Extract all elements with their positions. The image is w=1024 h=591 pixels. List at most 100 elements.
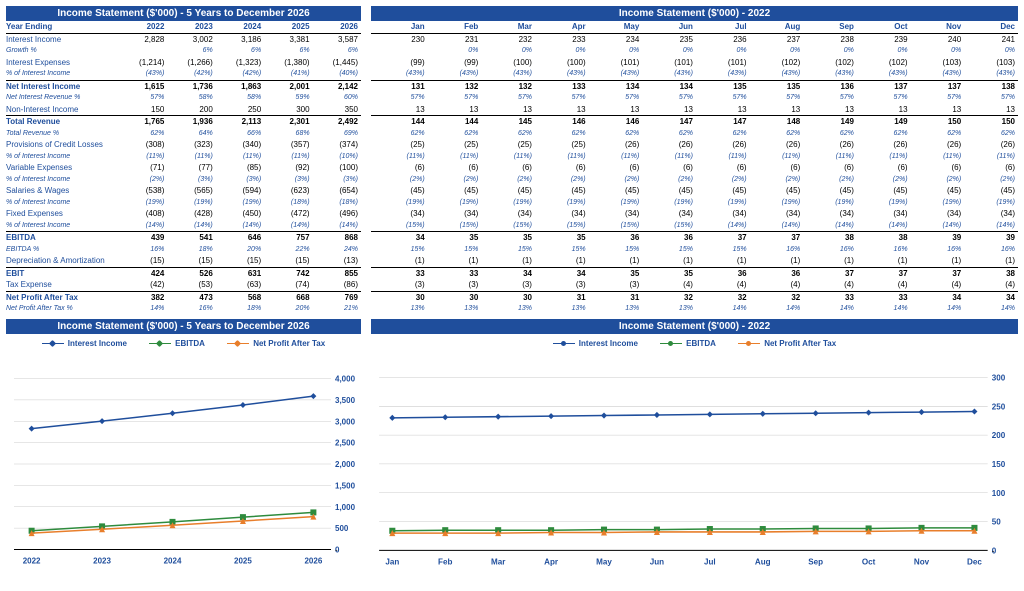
- cell: 3,587: [313, 33, 361, 45]
- cell: 57%: [535, 92, 589, 104]
- cell: 232: [481, 33, 535, 45]
- row-label: % of Interest Income: [6, 197, 119, 209]
- cell: 16%: [750, 244, 804, 256]
- cell: 24%: [313, 244, 361, 256]
- svg-text:-: -: [992, 546, 995, 555]
- cell: (25): [481, 139, 535, 151]
- cell: 36: [696, 267, 750, 279]
- row-label: Fixed Expenses: [6, 208, 119, 220]
- column-header: Feb: [428, 21, 482, 33]
- row-label: EBITDA %: [6, 244, 119, 256]
- cell: 57%: [911, 92, 965, 104]
- cell: 16%: [803, 244, 857, 256]
- row-label: Growth %: [6, 45, 119, 57]
- cell: (34): [911, 208, 965, 220]
- cell: (15): [216, 255, 264, 267]
- cell: (3%): [167, 174, 215, 186]
- cell: (11%): [216, 151, 264, 163]
- cell: 2,828: [119, 33, 167, 45]
- cell: 60%: [313, 92, 361, 104]
- cell: 137: [857, 80, 911, 92]
- row-label: Net Interest Revenue %: [6, 92, 119, 104]
- cell: (26): [911, 139, 965, 151]
- cell: (1): [535, 255, 589, 267]
- cell: 16%: [119, 244, 167, 256]
- cell: (623): [264, 185, 312, 197]
- column-header: Jan: [374, 21, 428, 33]
- cell: 68%: [264, 128, 312, 140]
- svg-text:Oct: Oct: [862, 557, 876, 566]
- cell: (19%): [696, 197, 750, 209]
- row-label: % of Interest Income: [6, 151, 119, 163]
- cell: (43%): [428, 68, 482, 80]
- cell: (2%): [964, 174, 1018, 186]
- cell: (15%): [589, 220, 643, 232]
- cell: 13: [642, 104, 696, 116]
- cell: (25): [535, 139, 589, 151]
- cell: (11%): [750, 151, 804, 163]
- annual-column: Income Statement ($'000) - 5 Years to De…: [6, 6, 361, 585]
- cell: (45): [428, 185, 482, 197]
- cell: 134: [589, 80, 643, 92]
- cell: (43%): [857, 68, 911, 80]
- cell: 6%: [216, 45, 264, 57]
- cell: (102): [803, 57, 857, 69]
- cell: 13%: [589, 303, 643, 315]
- cell: 231: [428, 33, 482, 45]
- cell: (45): [964, 185, 1018, 197]
- cell: 30: [481, 291, 535, 303]
- cell: 150: [911, 116, 965, 128]
- row-label: Total Revenue %: [6, 128, 119, 140]
- row-label: % of Interest Income: [6, 220, 119, 232]
- cell: 3,381: [264, 33, 312, 45]
- cell: 18%: [216, 303, 264, 315]
- row-label: % of Interest Income: [6, 68, 119, 80]
- cell: (2%): [750, 174, 804, 186]
- cell: 20%: [216, 244, 264, 256]
- cell: 34: [964, 291, 1018, 303]
- svg-text:Jun: Jun: [650, 557, 664, 566]
- cell: 0%: [696, 45, 750, 57]
- cell: 0%: [750, 45, 804, 57]
- cell: (2%): [803, 174, 857, 186]
- cell: 1,615: [119, 80, 167, 92]
- cell: 13: [857, 104, 911, 116]
- cell: 13%: [374, 303, 428, 315]
- cell: (15): [167, 255, 215, 267]
- cell: (43%): [535, 68, 589, 80]
- cell: 39: [911, 232, 965, 244]
- legend-item: Net Profit After Tax: [253, 339, 325, 348]
- cell: (11%): [803, 151, 857, 163]
- cell: 2,142: [313, 80, 361, 92]
- cell: (4): [803, 279, 857, 291]
- cell: (34): [803, 208, 857, 220]
- cell: (11%): [857, 151, 911, 163]
- cell: (34): [535, 208, 589, 220]
- cell: 13: [750, 104, 804, 116]
- cell: (34): [857, 208, 911, 220]
- cell: 131: [374, 80, 428, 92]
- cell: 14%: [750, 303, 804, 315]
- legend-item: Interest Income: [68, 339, 127, 348]
- cell: 424: [119, 267, 167, 279]
- cell: (19%): [374, 197, 428, 209]
- cell: 16%: [964, 244, 1018, 256]
- row-label: Interest Income: [6, 33, 119, 45]
- cell: 37: [750, 232, 804, 244]
- annual-chart-legend: Interest Income EBITDA Net Profit After …: [6, 334, 361, 351]
- cell: 35: [535, 232, 589, 244]
- cell: 37: [696, 232, 750, 244]
- cell: (15%): [642, 220, 696, 232]
- row-label: Net Profit After Tax %: [6, 303, 119, 315]
- cell: 15%: [428, 244, 482, 256]
- cell: 66%: [216, 128, 264, 140]
- legend-item: Interest Income: [579, 339, 638, 348]
- cell: 13: [428, 104, 482, 116]
- cell: (11%): [167, 151, 215, 163]
- svg-text:250: 250: [992, 402, 1006, 411]
- cell: 15%: [589, 244, 643, 256]
- cell: 0%: [642, 45, 696, 57]
- cell: (2%): [119, 174, 167, 186]
- monthly-column: Income Statement ($'000) - 2022 JanFebMa…: [371, 6, 1018, 585]
- cell: 769: [313, 291, 361, 303]
